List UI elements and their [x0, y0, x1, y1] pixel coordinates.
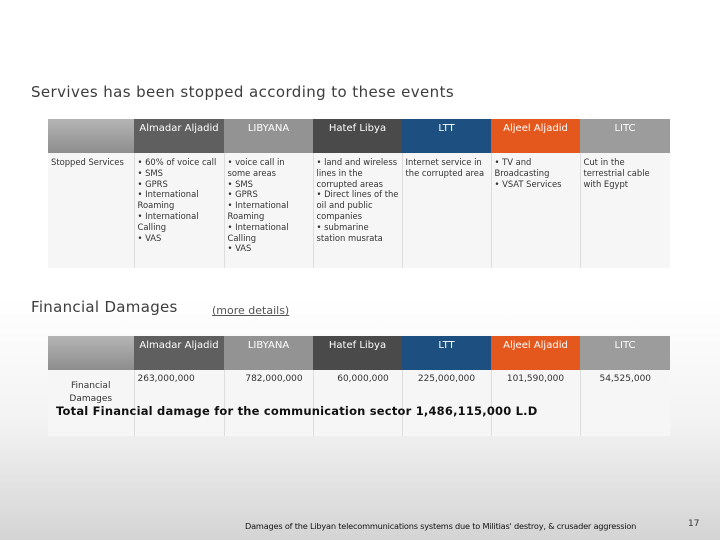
- list-item: • International Calling: [137, 210, 199, 232]
- table-header-row: Almadar Aljadid LIBYANA Hatef Libya LTT …: [48, 119, 670, 153]
- total-financial-damage: Total Financial damage for the communica…: [56, 404, 538, 418]
- table-row: Stopped Services • 60% of voice call • S…: [48, 153, 670, 268]
- header-ltt: LTT: [402, 119, 491, 153]
- header-libyana: LIBYANA: [224, 119, 313, 153]
- header-empty-cell: [48, 336, 134, 370]
- list-item: • International Roaming: [227, 200, 289, 221]
- value-litc: 54,525,000: [580, 370, 670, 436]
- list-item: • land and wireless lines in the corrupt…: [316, 157, 398, 189]
- header-aljeel: Aljeel Aljadid: [491, 119, 580, 153]
- list-item: • SMS: [137, 167, 163, 178]
- header-empty-cell: [48, 119, 134, 153]
- more-details-link[interactable]: (more details): [212, 304, 290, 317]
- list-item: Cut in the terrestrial cable with Egypt: [583, 157, 650, 189]
- header-hatef-libya: Hatef Libya: [313, 119, 402, 153]
- page-number: 17: [688, 519, 700, 529]
- list-item: • GPRS: [137, 178, 168, 189]
- footer-caption: Damages of the Libyan telecommunications…: [245, 521, 637, 531]
- row-label: Stopped Services: [48, 153, 135, 268]
- list-item: • voice call in some areas: [227, 157, 285, 178]
- list-item: • 60% of voice call: [137, 157, 217, 167]
- value-libyana: 782,000,000: [224, 370, 314, 436]
- cell-litc: Cut in the terrestrial cable with Egypt: [580, 153, 670, 268]
- header-almadar: Almadar Aljadid: [134, 336, 224, 370]
- header-libyana: LIBYANA: [224, 336, 313, 370]
- list-item: • VAS: [227, 243, 252, 254]
- list-item: • SMS: [227, 178, 253, 189]
- value-almadar: 263,000,000: [134, 370, 225, 436]
- list-item: • Direct lines of the oil and public com…: [316, 189, 399, 221]
- list-item: • GPRS: [227, 189, 258, 200]
- header-almadar: Almadar Aljadid: [134, 119, 224, 153]
- list-item: Internet service in the corrupted area: [405, 157, 485, 178]
- row-label: Financial Damages: [48, 370, 135, 436]
- list-item: • International Roaming: [137, 189, 199, 211]
- table-row: Financial Damages 263,000,000 782,000,00…: [48, 370, 670, 436]
- list-item: • International Calling: [227, 221, 289, 243]
- table-header-row: Almadar Aljadid LIBYANA Hatef Libya LTT …: [48, 336, 670, 370]
- value-hatef-libya: 60,000,000: [313, 370, 403, 436]
- header-hatef-libya: Hatef Libya: [313, 336, 402, 370]
- header-aljeel: Aljeel Aljadid: [491, 336, 580, 370]
- cell-almadar: • 60% of voice call • SMS • GPRS • Inter…: [134, 153, 225, 268]
- section-title-stopped-services: Servives has been stopped according to t…: [31, 83, 455, 101]
- list-item: • VAS: [137, 232, 162, 243]
- cell-ltt: Internet service in the corrupted area: [402, 153, 492, 268]
- header-litc: LITC: [580, 336, 670, 370]
- header-ltt: LTT: [402, 336, 491, 370]
- list-item: • submarine station musrata: [316, 221, 383, 243]
- list-item: • TV and Broadcasting: [494, 157, 550, 178]
- cell-libyana: • voice call in some areas • SMS • GPRS …: [224, 153, 314, 268]
- cell-hatef-libya: • land and wireless lines in the corrupt…: [313, 153, 403, 268]
- header-litc: LITC: [580, 119, 670, 153]
- value-ltt: 225,000,000: [402, 370, 492, 436]
- section-title-financial-damages: Financial Damages: [31, 298, 178, 316]
- cell-aljeel: • TV and Broadcasting • VSAT Services: [491, 153, 581, 268]
- stopped-services-table: Almadar Aljadid LIBYANA Hatef Libya LTT …: [48, 119, 670, 268]
- list-item: • VSAT Services: [494, 178, 562, 189]
- financial-damages-table: Almadar Aljadid LIBYANA Hatef Libya LTT …: [48, 336, 670, 436]
- value-aljeel: 101,590,000: [491, 370, 581, 436]
